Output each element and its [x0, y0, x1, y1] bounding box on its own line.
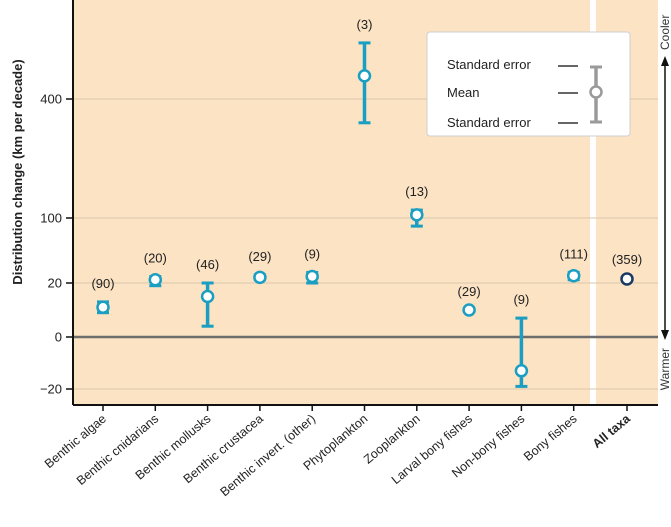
legend-mean-marker-icon — [589, 85, 603, 99]
mean-marker — [305, 269, 319, 284]
y-tick-label: −20 — [40, 382, 62, 397]
legend-item-se-top: Standard error — [447, 57, 531, 72]
data-point-10: (359) — [612, 252, 642, 286]
x-category-label: Bony fishes — [521, 412, 580, 464]
mean-marker — [462, 303, 476, 317]
down-arrow-icon — [661, 330, 669, 340]
sample-count-label: (29) — [458, 284, 481, 299]
sample-count-label: (20) — [144, 251, 167, 266]
sample-count-label: (13) — [405, 184, 428, 199]
y-axis-label: Distribution change (km per decade) — [10, 59, 25, 284]
data-point-3: (29) — [248, 249, 271, 285]
mean-marker — [200, 289, 215, 304]
data-point-0: (90) — [91, 276, 115, 315]
sample-count-label: (3) — [357, 17, 373, 32]
legend-item-mean: Mean — [447, 85, 480, 100]
y-tick-label: 0 — [55, 330, 62, 345]
mean-marker — [148, 273, 163, 287]
data-point-9: (111) — [559, 246, 588, 283]
mean-marker — [566, 268, 581, 283]
sample-count-label: (9) — [513, 292, 529, 307]
data-point-5: (3) — [357, 17, 373, 125]
data-point-1: (20) — [144, 251, 167, 288]
data-point-2: (46) — [196, 257, 219, 328]
legend-box — [426, 31, 631, 137]
mean-marker — [96, 300, 110, 315]
sample-count-label: (90) — [91, 276, 114, 291]
sample-count-label: (29) — [248, 249, 271, 264]
sample-count-label: (46) — [196, 257, 219, 272]
data-point-6: (13) — [405, 184, 428, 228]
data-point-4: (9) — [304, 246, 320, 285]
data-marks: (90) (20) (46) (29) (9) (3) (13) (29) (9) (111) (3… — [91, 17, 642, 388]
legend-item-se-bottom: Standard error — [447, 115, 531, 130]
data-point-7: (29) — [458, 284, 481, 317]
side-scale: Cooler Warmer — [658, 15, 671, 391]
mean-marker — [620, 272, 634, 286]
up-arrow-icon — [661, 56, 669, 66]
y-tick-label: 100 — [40, 211, 62, 226]
all-taxa-separator — [590, 0, 596, 405]
side-label-warmer: Warmer — [658, 348, 671, 390]
data-point-8: (9) — [513, 292, 529, 388]
sample-count-label: (359) — [612, 252, 642, 267]
side-label-cooler: Cooler — [658, 15, 671, 50]
y-ticks: 400 100 20 0 −20 — [40, 92, 73, 397]
x-category-label: Benthic invert. (other) — [218, 412, 319, 500]
y-tick-label: 400 — [40, 92, 62, 107]
sample-count-label: (9) — [304, 246, 320, 261]
mean-marker — [410, 208, 424, 222]
sample-count-label: (111) — [559, 246, 587, 261]
y-tick-label: 20 — [48, 276, 62, 291]
x-category-label: All taxa — [590, 411, 634, 451]
mean-marker — [514, 364, 529, 378]
mean-marker — [253, 270, 267, 285]
mean-marker — [357, 69, 372, 83]
legend: Standard error Mean Standard error — [426, 31, 631, 137]
